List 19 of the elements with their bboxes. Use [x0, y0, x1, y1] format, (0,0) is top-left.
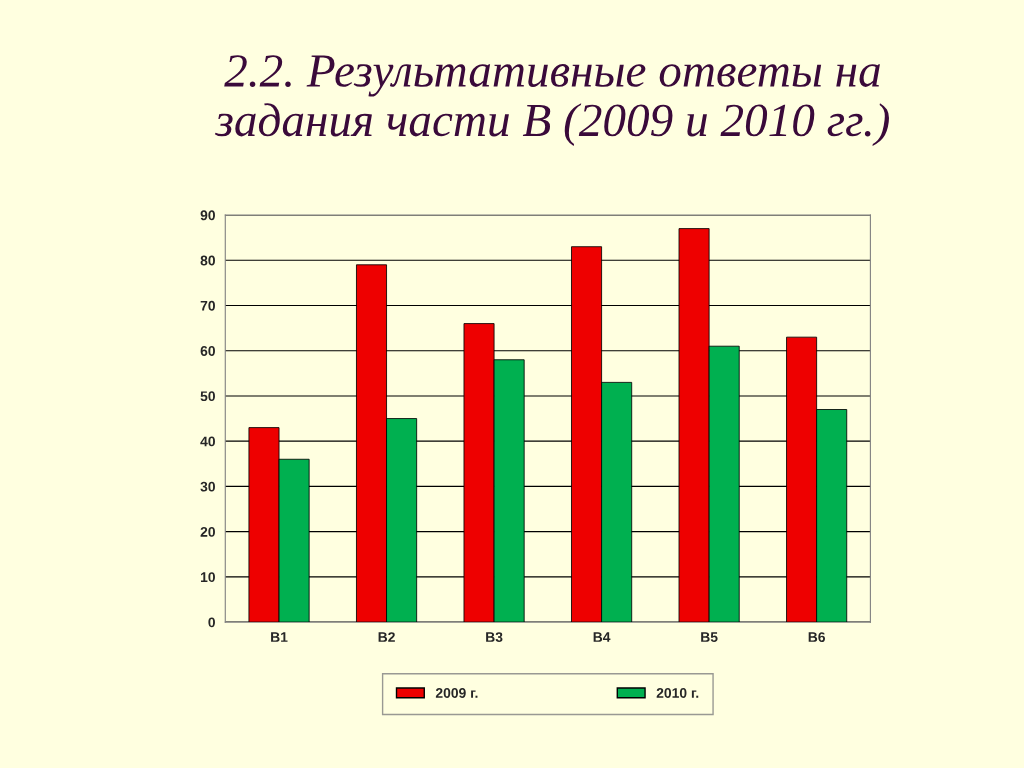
x-tick-label: B2: [378, 632, 395, 642]
y-tick-label: 60: [200, 346, 215, 356]
x-tick-label: B4: [593, 632, 611, 642]
y-tick-label: 90: [200, 210, 215, 221]
y-tick-label: 20: [200, 526, 215, 537]
legend-label: 2009 г.: [435, 688, 478, 698]
legend-label: 2010 г.: [656, 688, 699, 698]
y-tick-label: 80: [200, 255, 215, 266]
y-tick-label: 40: [200, 436, 215, 447]
chart-title: 2.2. Результативные ответы на задания части В (2009 и 2010 гг.): [214, 55, 889, 146]
x-tick-label: B1: [271, 632, 288, 642]
y-tick-label: 0: [208, 617, 215, 628]
y-tick-label: 50: [200, 391, 215, 402]
y-tick-label: 10: [200, 572, 215, 583]
x-tick-label: B3: [486, 632, 503, 643]
x-tick-label: B5: [701, 632, 718, 642]
y-tick-label: 30: [200, 481, 215, 492]
y-tick-label: 70: [200, 300, 215, 311]
x-tick-label: B6: [808, 632, 826, 642]
